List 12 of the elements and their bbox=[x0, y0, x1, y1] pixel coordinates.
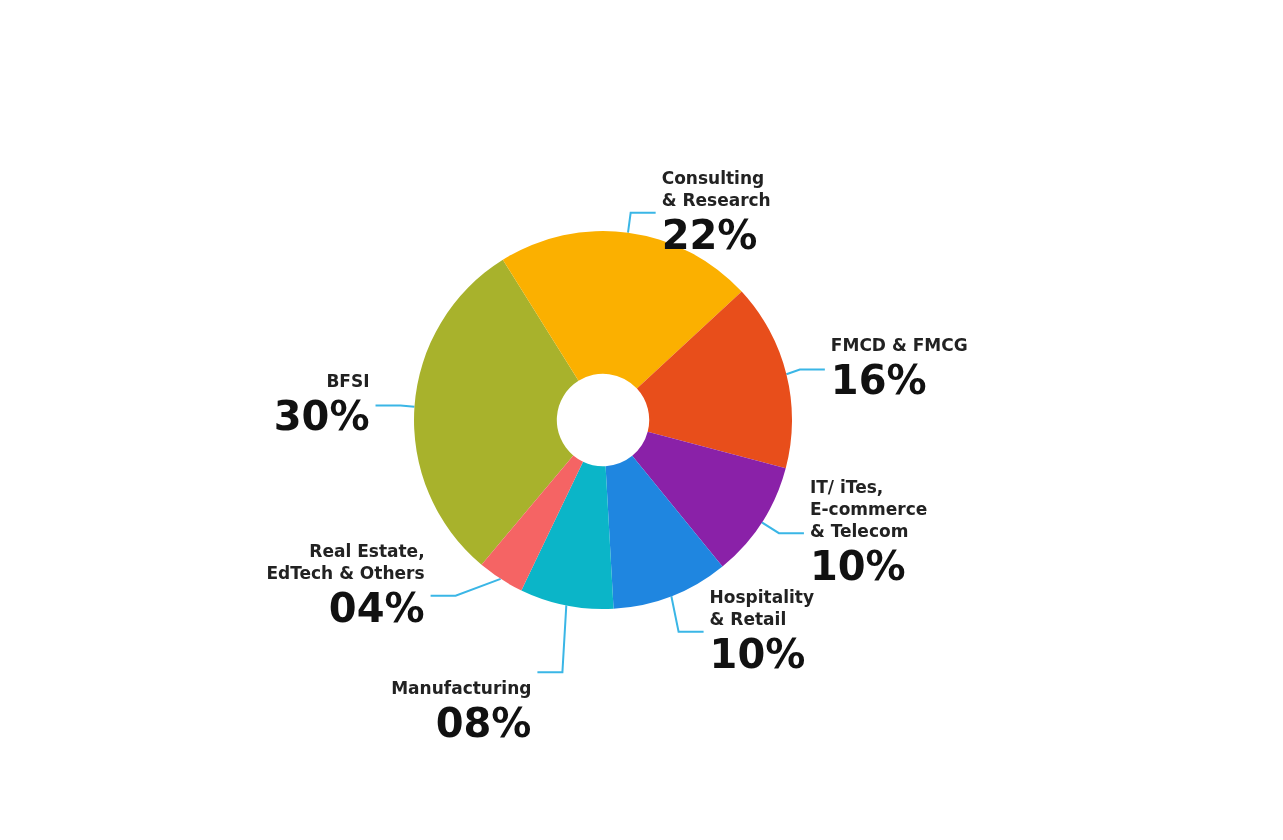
slice-label: Consulting & Research bbox=[661, 167, 771, 210]
data-label: 04% bbox=[328, 584, 425, 631]
data-label: 08% bbox=[435, 700, 532, 747]
data-label: 22% bbox=[661, 211, 758, 258]
slice-label: IT/ iTes, E-commerce & Telecom bbox=[809, 477, 928, 542]
data-label: 10% bbox=[709, 630, 806, 677]
slice-label: FMCD & FMCG bbox=[830, 335, 968, 356]
slice-label: BFSI bbox=[326, 371, 370, 392]
data-label: 30% bbox=[273, 393, 370, 440]
slice-label: Real Estate, EdTech & Others bbox=[266, 540, 425, 583]
slice-label: Manufacturing bbox=[391, 678, 532, 699]
data-label: 16% bbox=[830, 357, 927, 404]
